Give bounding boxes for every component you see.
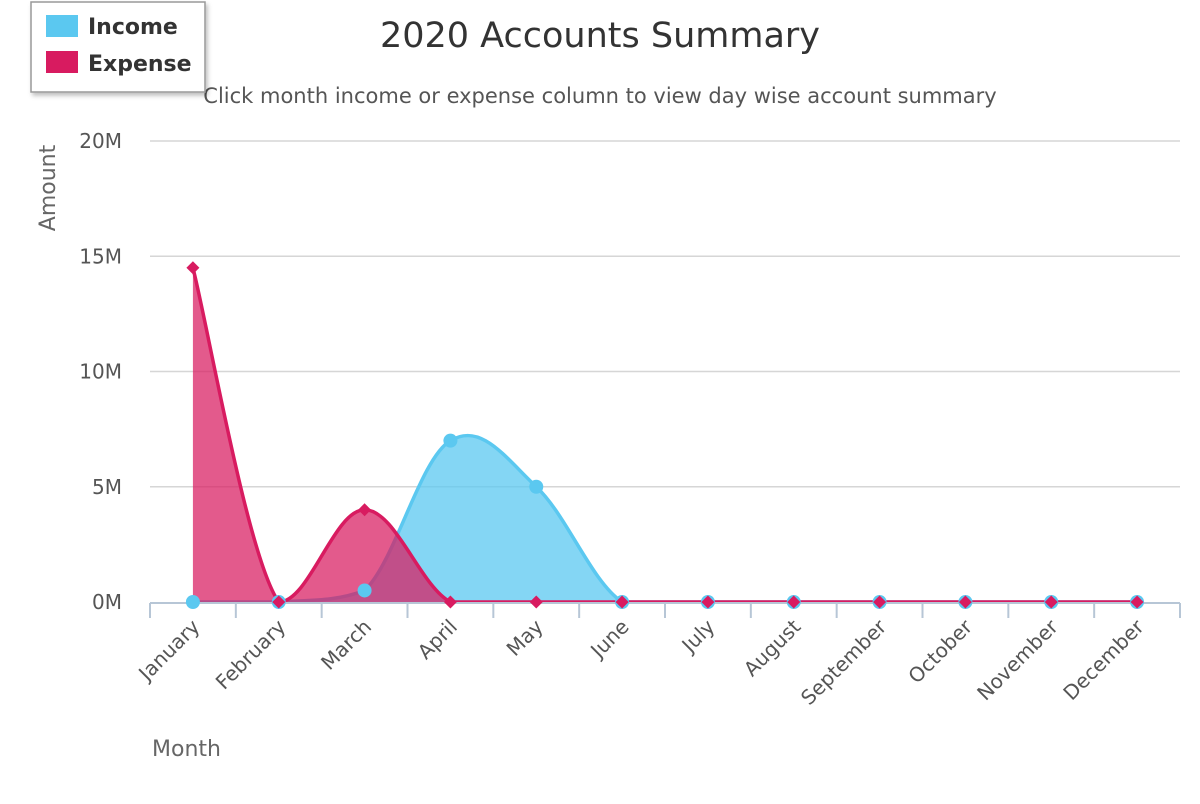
marker-income[interactable] — [185, 595, 200, 609]
series-area-expense[interactable] — [192, 267, 1138, 602]
x-tick-label: July — [676, 614, 720, 658]
marker-expense[interactable] — [186, 261, 200, 275]
x-tick-label: December — [1058, 614, 1149, 705]
y-tick-label: 0M — [92, 590, 122, 614]
x-tick-label: May — [502, 614, 548, 660]
legend-swatch-expense — [46, 51, 78, 73]
x-tick-label: April — [413, 615, 462, 664]
y-tick-label: 5M — [92, 475, 122, 499]
x-tick-label: August — [739, 614, 806, 681]
marker-income[interactable] — [529, 479, 544, 494]
x-axis-title: Month — [152, 737, 221, 762]
series-areas[interactable] — [191, 267, 1138, 604]
marker-expense[interactable] — [787, 595, 801, 609]
series-area-income[interactable] — [192, 435, 1138, 602]
x-tick-label: March — [316, 615, 376, 675]
x-axis-ticks: January February March April May June July Augu… — [132, 614, 1149, 710]
x-axis — [149, 602, 1181, 618]
marker-income[interactable] — [357, 583, 372, 598]
gridlines — [150, 140, 1180, 488]
legend: Income Expense — [30, 1, 206, 93]
marker-expense[interactable] — [443, 595, 457, 609]
marker-expense[interactable] — [873, 595, 887, 609]
marker-income[interactable] — [443, 433, 458, 448]
series-markers[interactable] — [185, 261, 1145, 609]
marker-expense[interactable] — [1044, 595, 1058, 609]
chart-title: 2020 Accounts Summary — [380, 16, 820, 56]
marker-expense[interactable] — [272, 595, 286, 609]
y-axis-ticks: 0M 5M 10M 15M 20M — [79, 129, 122, 614]
marker-expense[interactable] — [701, 595, 715, 609]
x-tick-label: September — [796, 614, 892, 710]
marker-expense[interactable] — [529, 595, 543, 609]
marker-expense[interactable] — [958, 595, 972, 609]
marker-expense[interactable] — [1130, 595, 1144, 609]
y-tick-label: 20M — [79, 129, 122, 153]
x-tick-label: January — [132, 614, 204, 686]
y-tick-label: 15M — [79, 244, 122, 268]
y-tick-label: 10M — [79, 360, 122, 384]
marker-expense[interactable] — [358, 503, 372, 517]
x-tick-label: February — [211, 614, 291, 694]
legend-item-income[interactable]: Income — [88, 15, 178, 40]
marker-expense[interactable] — [615, 595, 629, 609]
chart-subtitle: Click month income or expense column to … — [203, 84, 996, 108]
x-tick-label: June — [584, 615, 633, 664]
y-axis-title: Amount — [36, 144, 61, 231]
x-tick-label: October — [903, 614, 977, 688]
legend-swatch-income — [46, 15, 78, 37]
legend-item-expense[interactable]: Expense — [88, 52, 192, 77]
x-tick-label: November — [972, 614, 1063, 705]
